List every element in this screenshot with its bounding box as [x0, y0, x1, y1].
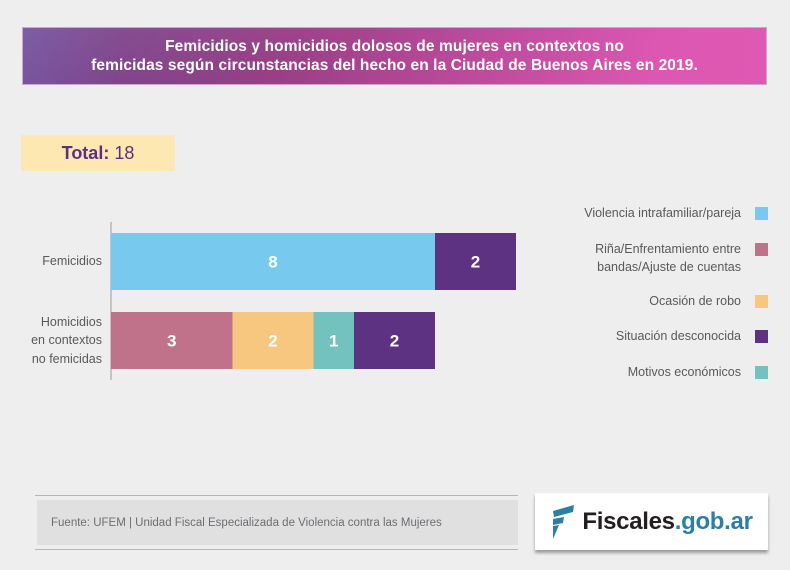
legend-item: Ocasión de robo — [649, 292, 768, 310]
bar-value-label: 3 — [167, 332, 176, 351]
title-banner: Femicidios y homicidios dolosos de mujer… — [22, 27, 767, 85]
bar-value-label: 2 — [390, 332, 399, 351]
logo-text-main: Fiscales — [582, 507, 675, 535]
logo-text: Fiscales.gob.ar — [582, 507, 753, 536]
legend-item: Riña/Enfrentamiento entre bandas/Ajuste … — [595, 240, 768, 276]
fiscales-logo: Fiscales.gob.ar — [535, 493, 768, 550]
bar-value-label: 1 — [329, 332, 338, 351]
bar-segment-motivos-economicos — [313, 312, 354, 369]
legend-label: Violencia intrafamiliar/pareja — [584, 206, 741, 220]
bars-group: 8 2 3 2 1 2 — [111, 233, 516, 369]
bar-value-label: 8 — [268, 253, 277, 272]
source-text: Fuente: UFEM | Unidad Fiscal Especializa… — [51, 516, 442, 529]
chart-title: Femicidios y homicidios dolosos de mujer… — [91, 38, 698, 74]
legend-label: Situación desconocida — [615, 329, 741, 343]
legend-label: Ocasión de robo — [649, 294, 741, 308]
legend-item: Situación desconocida — [616, 327, 768, 345]
fiscales-f-icon — [553, 504, 575, 539]
legend-label: Motivos económicos — [627, 365, 741, 379]
bar-segment-violencia-intrafamiliar-pareja — [111, 233, 435, 290]
legend-swatch — [755, 330, 768, 343]
total-badge: Total: 18 — [21, 135, 175, 171]
legend-label: Riña/Enfrentamiento entre bandas/Ajuste … — [595, 242, 741, 274]
legend-swatch — [755, 243, 768, 256]
bar-segment-situacion-desconocida — [435, 233, 516, 290]
logo-text-domain: .gob.ar — [674, 507, 753, 535]
legend-swatch — [755, 295, 768, 308]
category-label: Homicidios en contextos no femicidas — [31, 314, 102, 366]
bar-segment-rina-enfrentamiento-entre-bandas-ajuste-de-cuentas — [111, 312, 233, 369]
bar-value-label: 2 — [471, 253, 480, 272]
legend-item: Violencia intrafamiliar/pareja — [584, 204, 768, 222]
total-label: Total: — [61, 142, 110, 163]
bar-segment-situacion-desconocida — [354, 312, 435, 369]
source-note: Fuente: UFEM | Unidad Fiscal Especializa… — [35, 495, 518, 550]
total-value: 18 — [114, 142, 135, 163]
legend-swatch — [755, 366, 768, 379]
legend-swatch — [755, 207, 768, 220]
category-label: Femicidios — [42, 254, 102, 269]
legend-item: Motivos económicos — [628, 363, 768, 381]
bar-value-label: 2 — [268, 332, 277, 351]
bar-segment-ocasion-de-robo — [232, 312, 314, 369]
